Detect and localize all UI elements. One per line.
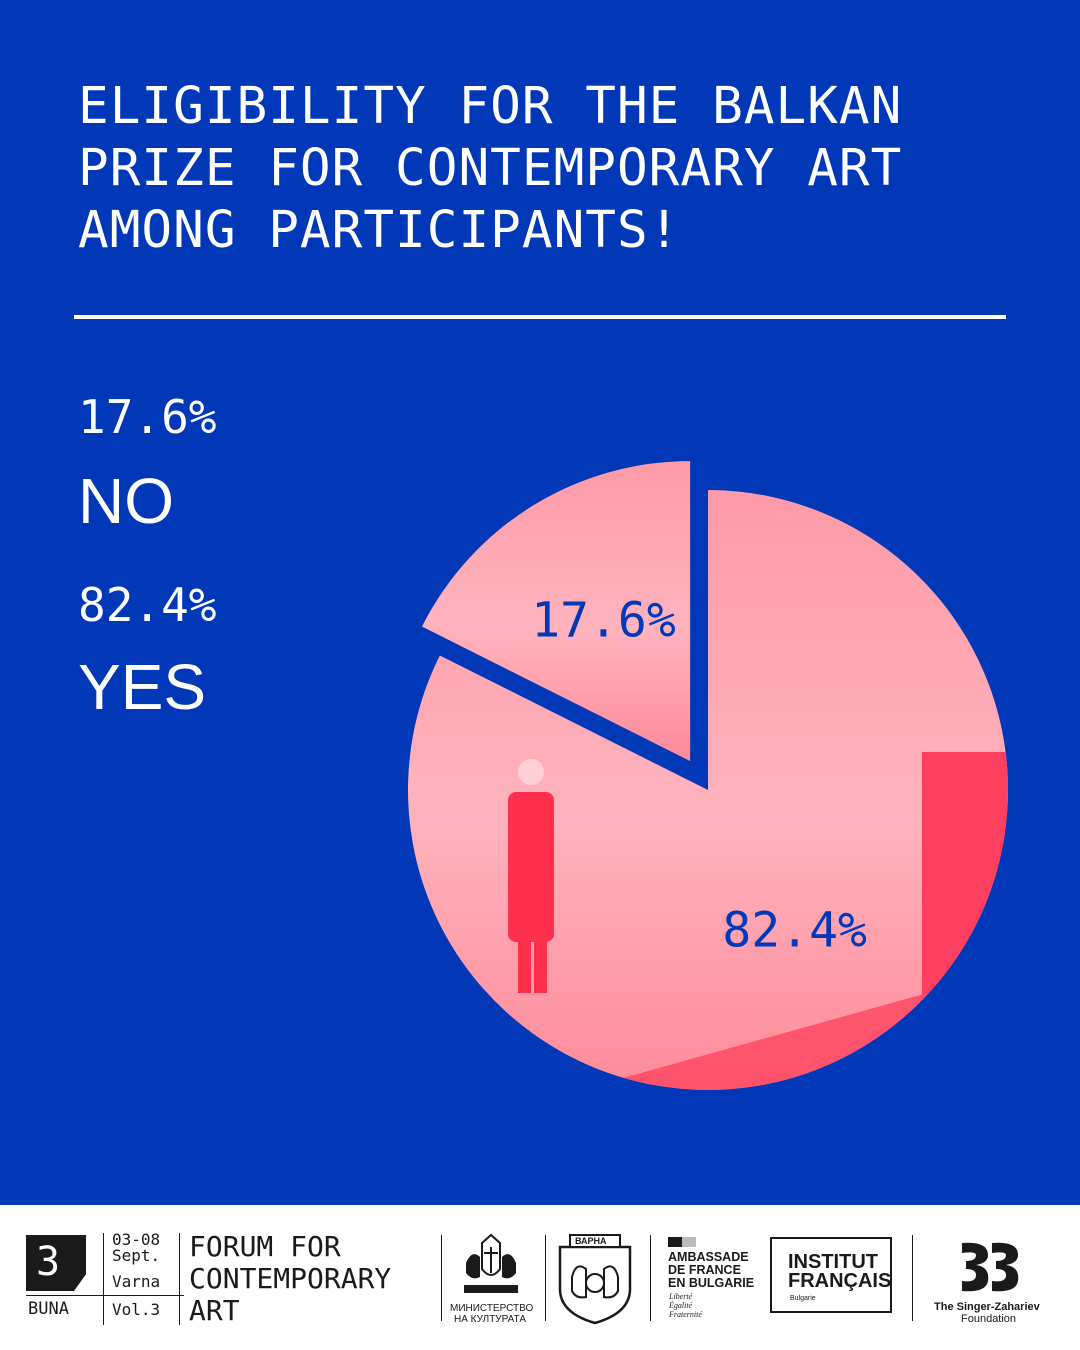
event-volume: Vol.3: [112, 1300, 161, 1319]
institut-francais-logo: INSTITUT FRANÇAIS Bulgarie: [770, 1237, 892, 1313]
logo-divider-line: [26, 1295, 184, 1296]
bulgaria-coat-of-arms-icon: [464, 1233, 518, 1293]
pie-chart: 17.6% 82.4%: [408, 461, 1009, 1090]
forum-title-line3: ART: [189, 1294, 240, 1327]
institut-francais-line2: FRANÇAIS: [788, 1270, 892, 1292]
embassy-name-line3: EN BULGARIE: [668, 1276, 755, 1290]
french-republic-flag-icon: [668, 1237, 696, 1247]
embassy-motto-line2: Égalité: [669, 1301, 693, 1310]
institut-francais-country: Bulgarie: [790, 1295, 816, 1302]
embassy-name: AMBASSADE DE FRANCE EN BULGARIE: [668, 1251, 754, 1290]
embassy-name-line2: DE FRANCE: [668, 1263, 741, 1277]
event-month: Sept.: [112, 1246, 161, 1265]
pie-slice-yes: [408, 490, 1009, 1090]
figure-leg-right: [534, 935, 547, 993]
buna-logo: 3: [26, 1235, 86, 1291]
singer-zahariev-logo-icon: [962, 1242, 1019, 1292]
ministry-name-line1: МИНИСТЕРСТВО: [450, 1303, 534, 1314]
footer-sponsor-bar: 3 BUNA 03-08 Sept. Varna Vol.3 FORUM FOR…: [0, 1205, 1080, 1350]
logo-divider-v1: [103, 1233, 104, 1325]
figure-leg-left: [518, 935, 531, 993]
event-city: Varna: [112, 1272, 161, 1291]
pie-label-yes: 82.4%: [722, 902, 867, 958]
foundation-name-line2: Foundation: [961, 1313, 1017, 1325]
forum-title: FORUM FOR CONTEMPORARY ART: [189, 1231, 391, 1327]
buna-logo-number: 3: [36, 1239, 61, 1285]
varna-crest-icon: [558, 1234, 632, 1325]
embassy-motto: Liberté Égalité Fraternité: [669, 1292, 702, 1319]
pie-slice-no: [421, 461, 691, 762]
embassy-motto-line3: Fraternité: [669, 1310, 702, 1319]
chart-title: ELIGIBILITY FOR THE BALKAN PRIZE FOR CON…: [78, 77, 903, 260]
institut-francais-name: INSTITUT FRANÇAIS: [788, 1251, 892, 1292]
figure-body: [508, 792, 554, 942]
pie-label-no: 17.6%: [531, 593, 676, 649]
ministry-name-line2: НА КУЛТУРАТА: [454, 1314, 526, 1325]
legend-label-no: NO: [78, 465, 174, 537]
sponsor-divider: [545, 1235, 546, 1321]
embassy-motto-line1: Liberté: [669, 1292, 693, 1301]
concrete-wall: [922, 752, 1009, 1052]
varna-crest-text: ВАРНА: [575, 1236, 607, 1246]
foundation-name-line1: The Singer-Zahariev: [934, 1301, 1040, 1313]
buna-logo-name: BUNA: [28, 1299, 69, 1319]
legend-value-yes: 82.4%: [78, 578, 217, 632]
event-dates: 03-08: [112, 1230, 161, 1249]
figure-head: [518, 759, 544, 785]
legend-label-yes: YES: [78, 651, 207, 723]
title-divider: [74, 315, 1006, 319]
legend-value-no: 17.6%: [78, 390, 217, 444]
sponsor-divider: [650, 1235, 651, 1321]
institut-francais-line1: INSTITUT: [788, 1251, 878, 1273]
sponsor-divider: [441, 1235, 442, 1321]
forum-title-line2: CONTEMPORARY: [189, 1262, 392, 1295]
logo-divider-v2: [179, 1233, 180, 1325]
embassy-name-line1: AMBASSADE: [668, 1250, 749, 1264]
forum-title-line1: FORUM FOR: [189, 1230, 341, 1263]
sponsor-divider: [912, 1235, 913, 1321]
